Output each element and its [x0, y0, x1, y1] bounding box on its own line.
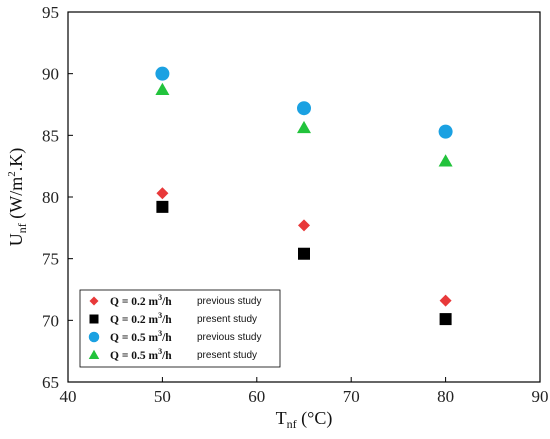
- data-point-triangle: [438, 154, 453, 167]
- y-tick-label: 80: [42, 188, 59, 207]
- legend-marker-triangle: [88, 349, 100, 359]
- axis-ticks: 40 50 60 70 80 90 65 70 75 80 85 90 95: [42, 3, 549, 406]
- data-point-circle: [438, 124, 453, 139]
- y-tick-label: 90: [42, 65, 59, 84]
- legend-entry: Q = 0.2 m3/h previous study: [89, 293, 261, 308]
- legend-marker-diamond: [89, 296, 99, 306]
- data-point-triangle: [155, 82, 170, 95]
- y-tick-label: 95: [42, 3, 59, 22]
- y-tick-label: 65: [42, 373, 59, 392]
- y-axis-label: Unf (W/m2.K): [6, 148, 29, 247]
- x-tick-label: 70: [343, 387, 360, 406]
- legend-entry: Q = 0.5 m3/h present study: [88, 347, 257, 362]
- y-tick-label: 85: [42, 126, 59, 145]
- legend-marker-circle: [88, 331, 100, 343]
- legend-label: Q = 0.2 m3/h: [110, 311, 172, 326]
- legend-entry: Q = 0.2 m3/h present study: [89, 311, 257, 326]
- legend-entry: Q = 0.5 m3/h previous study: [88, 329, 261, 344]
- x-tick-label: 50: [154, 387, 171, 406]
- x-tick-label: 60: [248, 387, 265, 406]
- x-axis-label: Tnf (°C): [276, 408, 333, 431]
- data-point-diamond: [156, 187, 169, 200]
- data-point-diamond: [298, 219, 310, 232]
- legend-label: Q = 0.5 m3/h: [110, 347, 172, 362]
- data-point-square: [439, 313, 452, 326]
- data-point-square: [156, 200, 169, 213]
- legend-label: Q = 0.5 m3/h: [110, 329, 172, 344]
- data-point-diamond: [439, 294, 452, 307]
- data-point-square: [298, 247, 310, 260]
- legend: Q = 0.2 m3/h previous study Q = 0.2 m3/h pr…: [79, 289, 281, 368]
- data-point-circle: [297, 101, 311, 116]
- legend-note: present study: [197, 350, 257, 361]
- legend-label: Q = 0.2 m3/h: [110, 293, 172, 308]
- legend-marker-square: [89, 314, 99, 324]
- data-points: [155, 66, 453, 326]
- legend-frame: [79, 289, 281, 368]
- legend-note: previous study: [197, 332, 261, 343]
- legend-note: present study: [197, 314, 257, 325]
- x-tick-label: 90: [532, 387, 549, 406]
- data-point-triangle: [297, 120, 311, 134]
- data-point-circle: [155, 66, 170, 81]
- x-tick-label: 80: [437, 387, 454, 406]
- x-tick-label: 40: [60, 387, 77, 406]
- legend-note: previous study: [197, 296, 261, 307]
- y-tick-label: 70: [42, 311, 59, 330]
- y-tick-label: 75: [42, 250, 59, 269]
